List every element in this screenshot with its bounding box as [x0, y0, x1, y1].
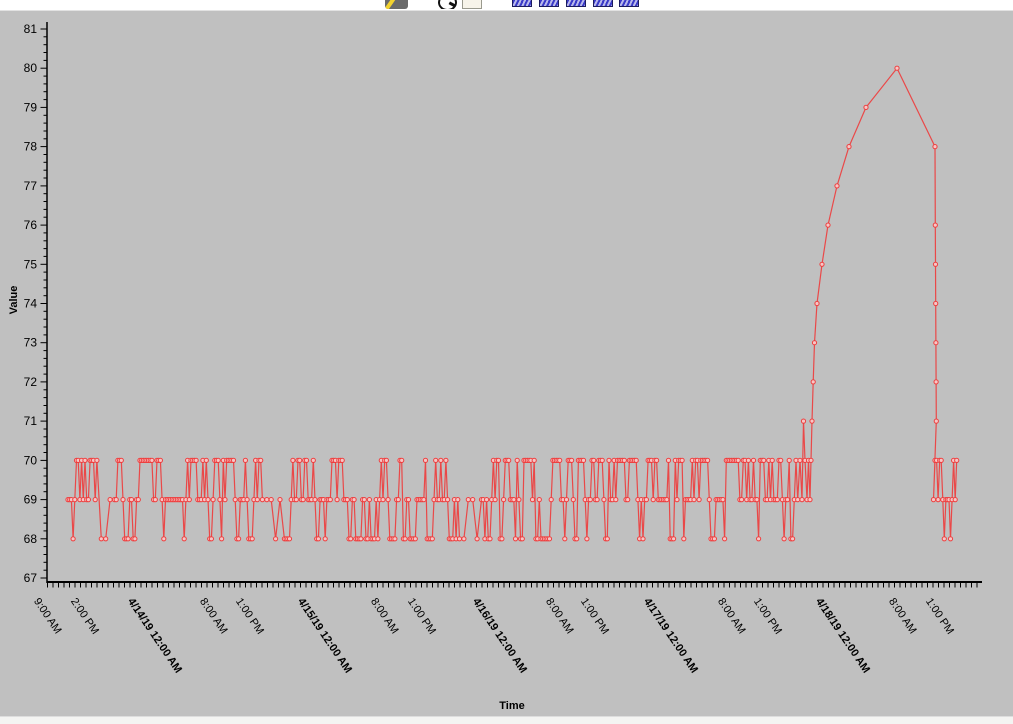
- x-axis-title: Time: [499, 700, 525, 712]
- chart-style-button-4[interactable]: [593, 0, 613, 7]
- pencil-icon: [385, 0, 396, 9]
- y-axis-title: Value: [8, 285, 20, 315]
- chart-style-button-3[interactable]: [566, 0, 586, 7]
- page-tool-icon[interactable]: [462, 0, 482, 9]
- zoom-tool-icon[interactable]: [437, 0, 457, 9]
- chart-style-button-5[interactable]: [619, 0, 639, 7]
- chart-style-button-1[interactable]: [512, 0, 532, 7]
- edit-tool-icon[interactable]: [385, 0, 408, 9]
- chart-style-button-2[interactable]: [539, 0, 559, 7]
- toolbar: [0, 0, 1013, 11]
- chart-area: [0, 11, 1013, 717]
- window-bottom-strip: [0, 716, 1013, 724]
